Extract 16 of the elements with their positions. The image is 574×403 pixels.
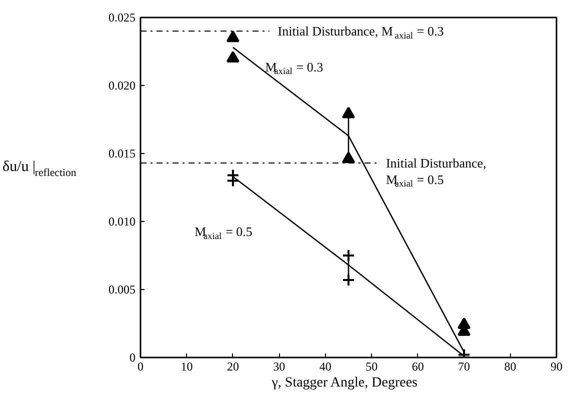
y-tick-label: 0.015 bbox=[108, 146, 136, 160]
x-tick-label: 50 bbox=[366, 360, 378, 374]
x-tick-label: 70 bbox=[458, 360, 470, 374]
y-tick-label: 0.010 bbox=[108, 214, 136, 228]
x-tick-label: 40 bbox=[319, 360, 332, 374]
x-tick-label: 30 bbox=[273, 360, 286, 374]
x-tick-label: 80 bbox=[504, 360, 516, 374]
x-axis-title: γ, Stagger Angle, Degrees bbox=[270, 376, 418, 390]
x-tick-label: 20 bbox=[226, 360, 239, 374]
y-tick-label: 0.025 bbox=[108, 10, 136, 24]
y-tick-label: 0 bbox=[130, 350, 136, 364]
y-tick-label: 0.020 bbox=[108, 78, 136, 92]
x-tick-label: 60 bbox=[412, 360, 424, 374]
x-tick-label: 90 bbox=[550, 360, 562, 374]
x-tick-label: 10 bbox=[180, 360, 193, 374]
y-tick-label: 0.005 bbox=[108, 282, 136, 296]
